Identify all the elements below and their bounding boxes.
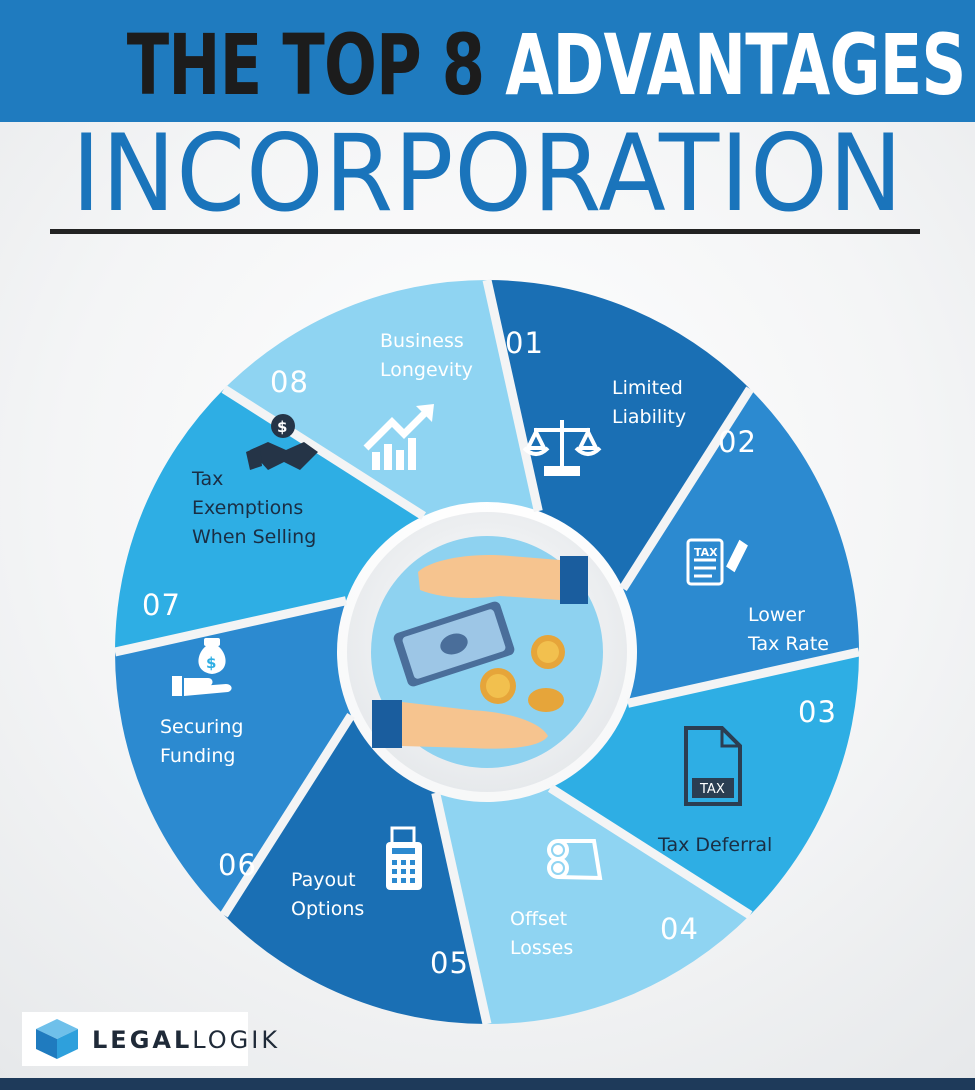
title-band bbox=[0, 0, 975, 122]
segment-divider bbox=[431, 791, 492, 1025]
svg-text:TAX: TAX bbox=[694, 546, 718, 559]
segment-08 bbox=[223, 280, 539, 517]
svg-text:$: $ bbox=[277, 418, 287, 436]
segment-divider bbox=[482, 279, 543, 513]
svg-text:TAX: TAX bbox=[699, 782, 725, 797]
segment-number-07: 07 bbox=[142, 588, 181, 622]
cube-logo-icon bbox=[36, 1019, 78, 1059]
logo-wordmark: LEGALLOGIK bbox=[92, 1025, 280, 1055]
chart-growth-icon bbox=[363, 404, 434, 470]
ticket-roll-icon bbox=[547, 839, 603, 881]
segment-label-01: Business Longevity bbox=[380, 330, 473, 381]
page-title-line1: THE TOP 8 ADVANTAGES OF bbox=[126, 10, 975, 120]
segment-label-06: Payout Options bbox=[291, 869, 365, 920]
segment-label-02: Limited Liability bbox=[612, 377, 687, 428]
segment-04 bbox=[435, 787, 751, 1024]
title-light-text: ADVANTAGES OF bbox=[505, 16, 975, 114]
segment-07 bbox=[115, 388, 424, 652]
segment-number-03: 03 bbox=[798, 695, 837, 729]
segment-label-04: Tax Deferral bbox=[658, 834, 773, 856]
segment-label-03: Lower Tax Rate bbox=[748, 604, 829, 655]
page-title-line2: INCORPORATION bbox=[71, 112, 904, 235]
scales-icon bbox=[522, 420, 602, 476]
segment-number-06: 06 bbox=[218, 848, 257, 882]
logo-legal-text: LEGAL bbox=[92, 1026, 193, 1054]
segment-label-05: Offset Losses bbox=[510, 908, 574, 959]
tax-document-pen-icon: TAX bbox=[686, 538, 748, 586]
tax-file-icon: TAX bbox=[684, 726, 742, 806]
segment-number-02: 02 bbox=[718, 425, 757, 459]
segment-divider bbox=[547, 784, 753, 919]
segment-number-04: 04 bbox=[660, 912, 699, 946]
segment-05 bbox=[223, 715, 487, 1024]
money-bag-hand-icon: $ bbox=[172, 638, 232, 696]
bottom-bar bbox=[0, 1078, 975, 1090]
hands-money-exchange-icon bbox=[372, 554, 588, 749]
segment-number-05: 05 bbox=[430, 946, 469, 980]
segment-label-07: Securing Funding bbox=[160, 716, 244, 767]
segment-divider bbox=[114, 596, 348, 657]
segment-divider bbox=[221, 385, 427, 520]
svg-text:$: $ bbox=[206, 654, 216, 672]
handshake-dollar-icon: $ bbox=[246, 414, 318, 470]
segment-divider bbox=[619, 386, 754, 592]
segment-divider bbox=[626, 647, 860, 708]
title-underline bbox=[50, 229, 920, 234]
legallogik-logo: LEGALLOGIK bbox=[22, 1012, 277, 1066]
title-dark-text: THE TOP 8 bbox=[126, 16, 485, 114]
segment-number-08: 08 bbox=[270, 365, 309, 399]
segment-label-08: Tax Exemptions When Selling bbox=[192, 468, 317, 548]
logo-logik-text: LOGIK bbox=[192, 1026, 281, 1054]
segment-01 bbox=[487, 280, 751, 589]
segment-divider bbox=[220, 712, 355, 918]
segment-number-01: 01 bbox=[505, 326, 544, 360]
receipt-printer-icon bbox=[386, 826, 422, 890]
